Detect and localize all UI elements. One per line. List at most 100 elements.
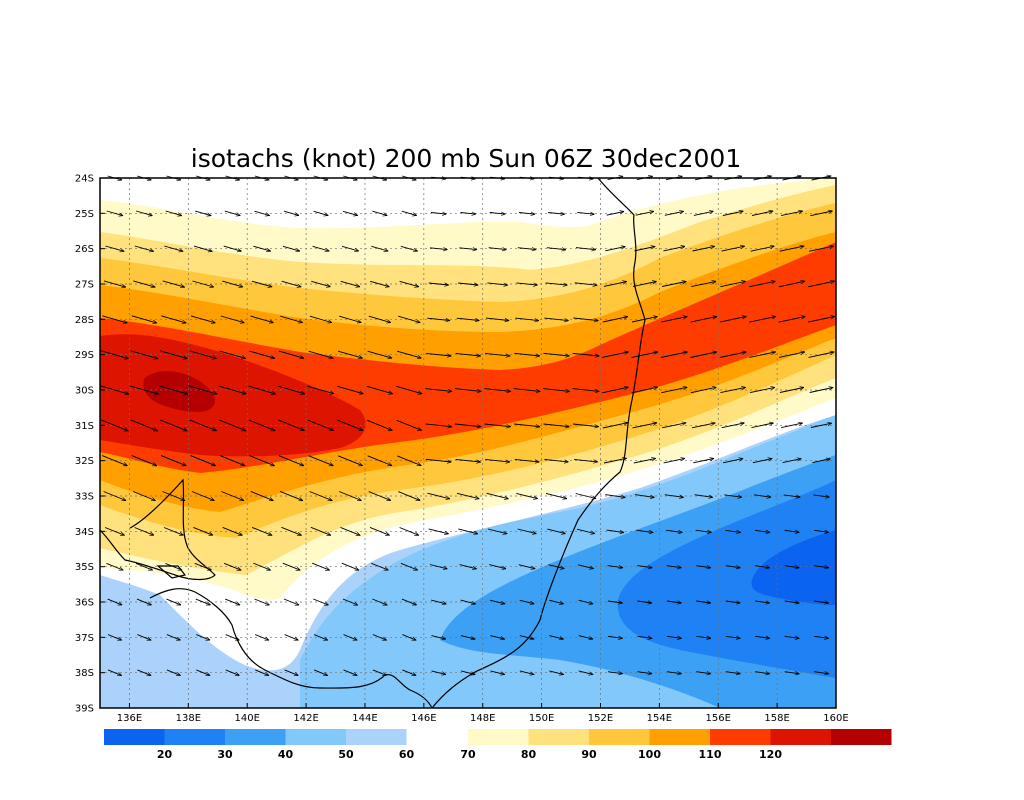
wind-vector: [607, 566, 623, 568]
wind-vector: [631, 352, 658, 358]
wind-vector: [518, 564, 535, 569]
wind-vector: [371, 562, 388, 570]
y-tick-label: 35S: [75, 562, 94, 573]
wind-vector: [460, 635, 475, 640]
wind-vector: [135, 210, 152, 216]
x-tick-label: 154E: [647, 713, 672, 724]
wind-vector: [399, 527, 419, 536]
wind-vector: [223, 245, 242, 251]
wind-vector: [134, 245, 154, 251]
y-tick-label: 36S: [75, 598, 94, 609]
colorbar-swatch-high: [528, 729, 589, 745]
wind-vector: [720, 281, 745, 288]
x-axis-ticks: 136E 138E 140E 142E 144E 146E 148E 150E 152E 154E…: [117, 703, 849, 724]
wind-vector: [431, 670, 446, 675]
x-tick-label: 150E: [529, 713, 554, 724]
wind-vector: [519, 599, 534, 604]
y-tick-label: 34S: [75, 527, 94, 538]
wind-vector: [664, 211, 684, 216]
wind-vector: [313, 669, 327, 676]
wind-vector: [372, 210, 387, 215]
wind-vector: [692, 246, 715, 252]
wind-vector: [193, 526, 212, 535]
wind-vector: [484, 388, 510, 392]
wind-vector: [106, 210, 123, 216]
y-tick-label: 31S: [75, 421, 94, 432]
wind-vector: [814, 530, 828, 532]
colorbar-swatch-high: [710, 729, 771, 745]
wind-vector: [250, 490, 274, 500]
wind-vector: [691, 281, 716, 288]
wind-vector: [548, 213, 564, 215]
y-tick-label: 39S: [75, 704, 94, 715]
colorbar-swatch-low: [164, 729, 225, 745]
wind-vector: [693, 211, 713, 216]
wind-vector: [514, 458, 539, 462]
wind-vector: [518, 213, 535, 215]
wind-vector: [666, 636, 681, 638]
wind-vector: [105, 245, 124, 251]
y-tick-label: 30S: [75, 386, 94, 397]
wind-vector: [161, 315, 186, 323]
wind-vector: [129, 385, 158, 394]
wind-vector: [368, 315, 391, 322]
wind-vector: [812, 459, 830, 464]
colorbar-label-low: 30: [217, 748, 233, 761]
colorbar-label-low: 40: [278, 748, 294, 761]
wind-vector: [549, 670, 563, 675]
wind-vector: [367, 419, 392, 430]
wind-vector: [396, 419, 422, 430]
wind-vector: [487, 282, 507, 285]
wind-vector: [484, 352, 510, 356]
wind-vector: [602, 352, 628, 358]
wind-vector: [370, 280, 389, 286]
x-tick-label: 158E: [764, 713, 789, 724]
wind-vector: [722, 211, 743, 216]
wind-vector: [455, 458, 481, 462]
wind-vector: [372, 669, 387, 676]
wind-vector: [695, 529, 712, 532]
wind-vector: [719, 317, 746, 323]
wind-vector: [431, 635, 446, 640]
wind-vector: [517, 248, 536, 250]
wind-vector: [543, 352, 569, 356]
wind-vector: [575, 493, 596, 499]
wind-vector: [160, 419, 187, 431]
chart-title: isotachs (knot) 200 mb Sun 06Z 30dec2001: [191, 144, 741, 173]
wind-vector: [488, 248, 507, 250]
wind-vector: [725, 566, 740, 568]
wind-vector: [547, 528, 565, 534]
wind-vector: [548, 564, 565, 569]
wind-vector: [666, 566, 681, 568]
wind-vector: [133, 280, 155, 287]
wind-vector: [283, 598, 299, 605]
y-tick-label: 25S: [75, 209, 94, 220]
wind-vector: [696, 672, 710, 674]
wind-vector: [337, 419, 363, 430]
colorbar-label-high: 70: [460, 748, 476, 761]
wind-vector: [107, 669, 122, 676]
wind-vector: [486, 317, 509, 320]
wind-vector: [490, 670, 504, 675]
wind-vector: [337, 455, 362, 466]
wind-vector: [602, 317, 628, 323]
wind-vector: [309, 315, 332, 322]
wind-vector: [191, 491, 214, 501]
wind-vector: [666, 672, 681, 674]
wind-vector: [454, 423, 481, 427]
wind-vector: [749, 281, 776, 288]
wind-vector: [100, 385, 129, 394]
wind-vector: [131, 455, 157, 466]
wind-vector: [778, 352, 805, 358]
wind-vector: [132, 491, 155, 501]
wind-vector: [779, 388, 804, 393]
contour-fill-120: [100, 334, 366, 457]
wind-vector: [517, 528, 537, 534]
wind-vector: [634, 494, 654, 498]
wind-vector: [339, 491, 361, 501]
coastline: [100, 178, 646, 708]
x-tick-label: 136E: [117, 713, 142, 724]
wind-vector: [778, 317, 806, 323]
wind-vector: [725, 636, 740, 638]
x-tick-label: 140E: [234, 713, 259, 724]
